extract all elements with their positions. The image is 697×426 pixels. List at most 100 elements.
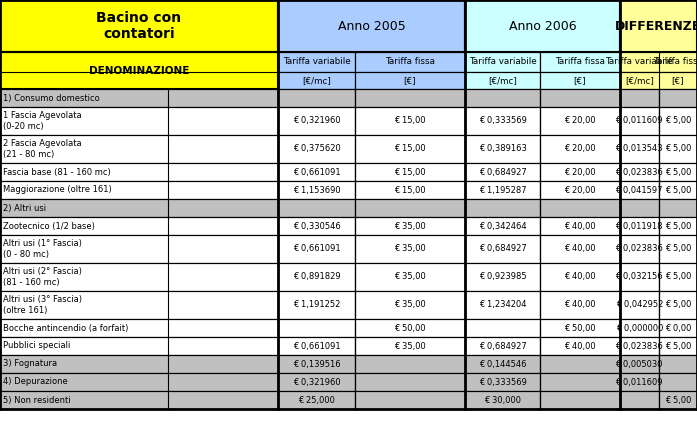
Bar	[355, 135, 465, 163]
Bar	[465, 52, 540, 72]
Bar	[278, 373, 355, 391]
Bar	[0, 199, 278, 217]
Text: € 0,891829: € 0,891829	[293, 273, 340, 282]
Bar	[278, 235, 355, 263]
Bar	[620, 373, 659, 391]
Bar	[465, 135, 540, 163]
Bar	[0, 337, 278, 355]
Bar	[278, 181, 355, 199]
Bar	[465, 181, 540, 199]
Bar	[659, 373, 697, 391]
Bar	[659, 337, 697, 355]
Bar	[355, 291, 465, 319]
Text: € 5,00: € 5,00	[664, 342, 691, 351]
Bar	[465, 319, 540, 337]
Text: Tariffa variabile: Tariffa variabile	[606, 58, 673, 66]
Text: € 0,389163: € 0,389163	[479, 144, 526, 153]
Text: 2 Fascia Agevolata
(21 - 80 mc): 2 Fascia Agevolata (21 - 80 mc)	[3, 139, 82, 159]
Text: Maggiorazione (oltre 161): Maggiorazione (oltre 161)	[3, 185, 112, 195]
Text: 5) Non residenti: 5) Non residenti	[3, 395, 70, 405]
Text: € 15,00: € 15,00	[395, 116, 426, 126]
Bar	[659, 107, 697, 135]
Text: € 50,00: € 50,00	[564, 323, 596, 333]
Bar	[465, 0, 620, 52]
Bar	[540, 337, 620, 355]
Bar	[0, 181, 278, 199]
Bar	[278, 319, 355, 337]
Text: € 0,923985: € 0,923985	[479, 273, 526, 282]
Bar	[540, 135, 620, 163]
Text: € 35,00: € 35,00	[394, 342, 426, 351]
Text: Pubblici speciali: Pubblici speciali	[3, 342, 70, 351]
Text: € 5,00: € 5,00	[664, 395, 691, 405]
Bar	[620, 181, 659, 199]
Text: € 40,00: € 40,00	[564, 300, 596, 310]
Text: € 25,000: € 25,000	[298, 395, 335, 405]
Bar	[278, 0, 465, 52]
Text: Zootecnico (1/2 base): Zootecnico (1/2 base)	[3, 222, 95, 230]
Text: € 20,00: € 20,00	[564, 116, 596, 126]
Text: € 0,684927: € 0,684927	[479, 245, 526, 253]
Bar	[620, 391, 659, 409]
Text: € 0,000000: € 0,000000	[615, 323, 663, 333]
Bar	[355, 163, 465, 181]
Text: € 0,023836: € 0,023836	[615, 245, 663, 253]
Bar	[0, 355, 278, 373]
Bar	[620, 235, 659, 263]
Text: € 0,139516: € 0,139516	[293, 360, 340, 368]
Text: € 15,00: € 15,00	[395, 144, 426, 153]
Bar	[355, 373, 465, 391]
Bar	[355, 337, 465, 355]
Bar	[465, 89, 540, 107]
Text: € 0,011609: € 0,011609	[615, 377, 663, 386]
Bar	[540, 163, 620, 181]
Text: € 0,011918: € 0,011918	[615, 222, 663, 230]
Text: € 0,144546: € 0,144546	[479, 360, 526, 368]
Text: € 40,00: € 40,00	[564, 222, 596, 230]
Bar	[465, 391, 540, 409]
Bar	[355, 355, 465, 373]
Text: € 20,00: € 20,00	[564, 144, 596, 153]
Text: € 5,00: € 5,00	[664, 167, 691, 176]
Bar	[0, 263, 278, 291]
Text: € 0,661091: € 0,661091	[293, 167, 340, 176]
Text: [€]: [€]	[671, 76, 684, 85]
Text: € 0,375620: € 0,375620	[293, 144, 340, 153]
Text: Tariffa fissa: Tariffa fissa	[653, 58, 697, 66]
Bar	[278, 52, 355, 72]
Text: € 5,00: € 5,00	[664, 185, 691, 195]
Text: DIFFERENZE: DIFFERENZE	[615, 20, 697, 32]
Text: € 20,00: € 20,00	[564, 167, 596, 176]
Text: € 5,00: € 5,00	[664, 116, 691, 126]
Bar	[278, 355, 355, 373]
Text: € 0,684927: € 0,684927	[479, 342, 526, 351]
Text: € 1,191252: € 1,191252	[293, 300, 340, 310]
Text: € 1,153690: € 1,153690	[293, 185, 340, 195]
Text: € 20,00: € 20,00	[564, 185, 596, 195]
Bar	[540, 373, 620, 391]
Bar	[465, 263, 540, 291]
Text: € 0,042952: € 0,042952	[615, 300, 663, 310]
Text: € 0,342464: € 0,342464	[479, 222, 526, 230]
Bar	[659, 89, 697, 107]
Bar	[620, 217, 659, 235]
Bar	[355, 89, 465, 107]
Text: Tariffa variabile: Tariffa variabile	[468, 58, 536, 66]
Text: [€]: [€]	[404, 76, 416, 85]
Text: € 0,333569: € 0,333569	[479, 116, 526, 126]
Bar	[620, 319, 659, 337]
Bar	[620, 291, 659, 319]
Text: € 40,00: € 40,00	[564, 245, 596, 253]
Bar	[465, 163, 540, 181]
Text: € 5,00: € 5,00	[664, 245, 691, 253]
Bar	[465, 337, 540, 355]
Text: € 0,013543: € 0,013543	[615, 144, 663, 153]
Text: € 0,023836: € 0,023836	[615, 342, 663, 351]
Text: Anno 2006: Anno 2006	[509, 20, 576, 32]
Bar	[278, 199, 355, 217]
Bar	[278, 291, 355, 319]
Bar	[278, 107, 355, 135]
Text: € 0,330546: € 0,330546	[293, 222, 340, 230]
Bar	[659, 217, 697, 235]
Bar	[659, 355, 697, 373]
